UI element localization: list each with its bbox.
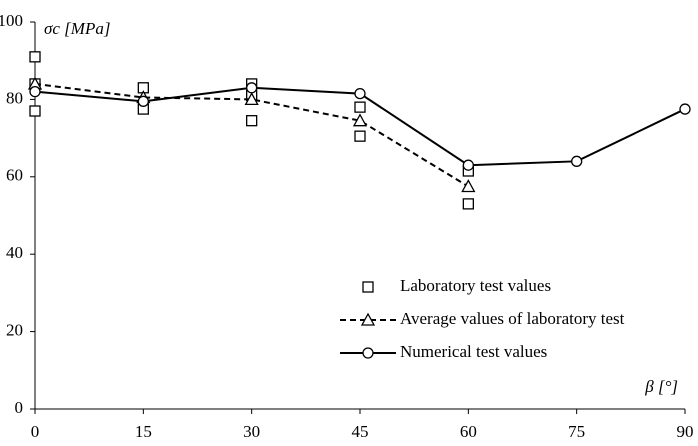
marker-circle [462, 159, 474, 171]
marker-square [462, 198, 474, 210]
marker-circle [246, 82, 258, 94]
x-tick-label: 15 [135, 422, 152, 441]
marker-circle [29, 86, 41, 98]
x-tick-label: 90 [677, 422, 694, 441]
marker-triangle [360, 312, 376, 326]
marker-triangle [461, 179, 476, 193]
x-tick-label: 45 [352, 422, 369, 441]
series-line [34, 82, 469, 188]
marker-circle [354, 87, 366, 100]
marker-circle [571, 155, 583, 167]
marker-triangle [352, 113, 368, 127]
x-tick-label: 30 [243, 422, 260, 441]
marker-square [246, 115, 258, 127]
marker-circle [137, 95, 149, 107]
y-tick-label: 40 [6, 243, 23, 262]
legend-label: Laboratory test values [400, 276, 551, 295]
marker-square [29, 105, 41, 117]
y-axis-title: σc [MPa] [44, 19, 110, 38]
y-tick-label: 0 [15, 398, 24, 417]
legend-label: Average values of laboratory test [400, 309, 625, 328]
marker-triangle [244, 92, 259, 106]
series-line [34, 86, 686, 167]
y-tick-label: 100 [0, 11, 23, 30]
y-tick-label: 80 [6, 88, 23, 107]
marker-square [354, 130, 366, 142]
marker-circle [679, 103, 691, 115]
legend-label: Numerical test values [400, 342, 547, 361]
x-tick-label: 75 [568, 422, 585, 441]
y-tick-label: 20 [6, 321, 23, 340]
marker-circle [362, 347, 374, 359]
marker-square [354, 101, 366, 113]
x-axis-title: β [°] [644, 377, 678, 396]
x-tick-label: 0 [31, 422, 40, 441]
marker-square [362, 281, 374, 293]
marker-square [29, 51, 41, 63]
x-tick-label: 60 [460, 422, 477, 441]
y-tick-label: 60 [6, 166, 23, 185]
